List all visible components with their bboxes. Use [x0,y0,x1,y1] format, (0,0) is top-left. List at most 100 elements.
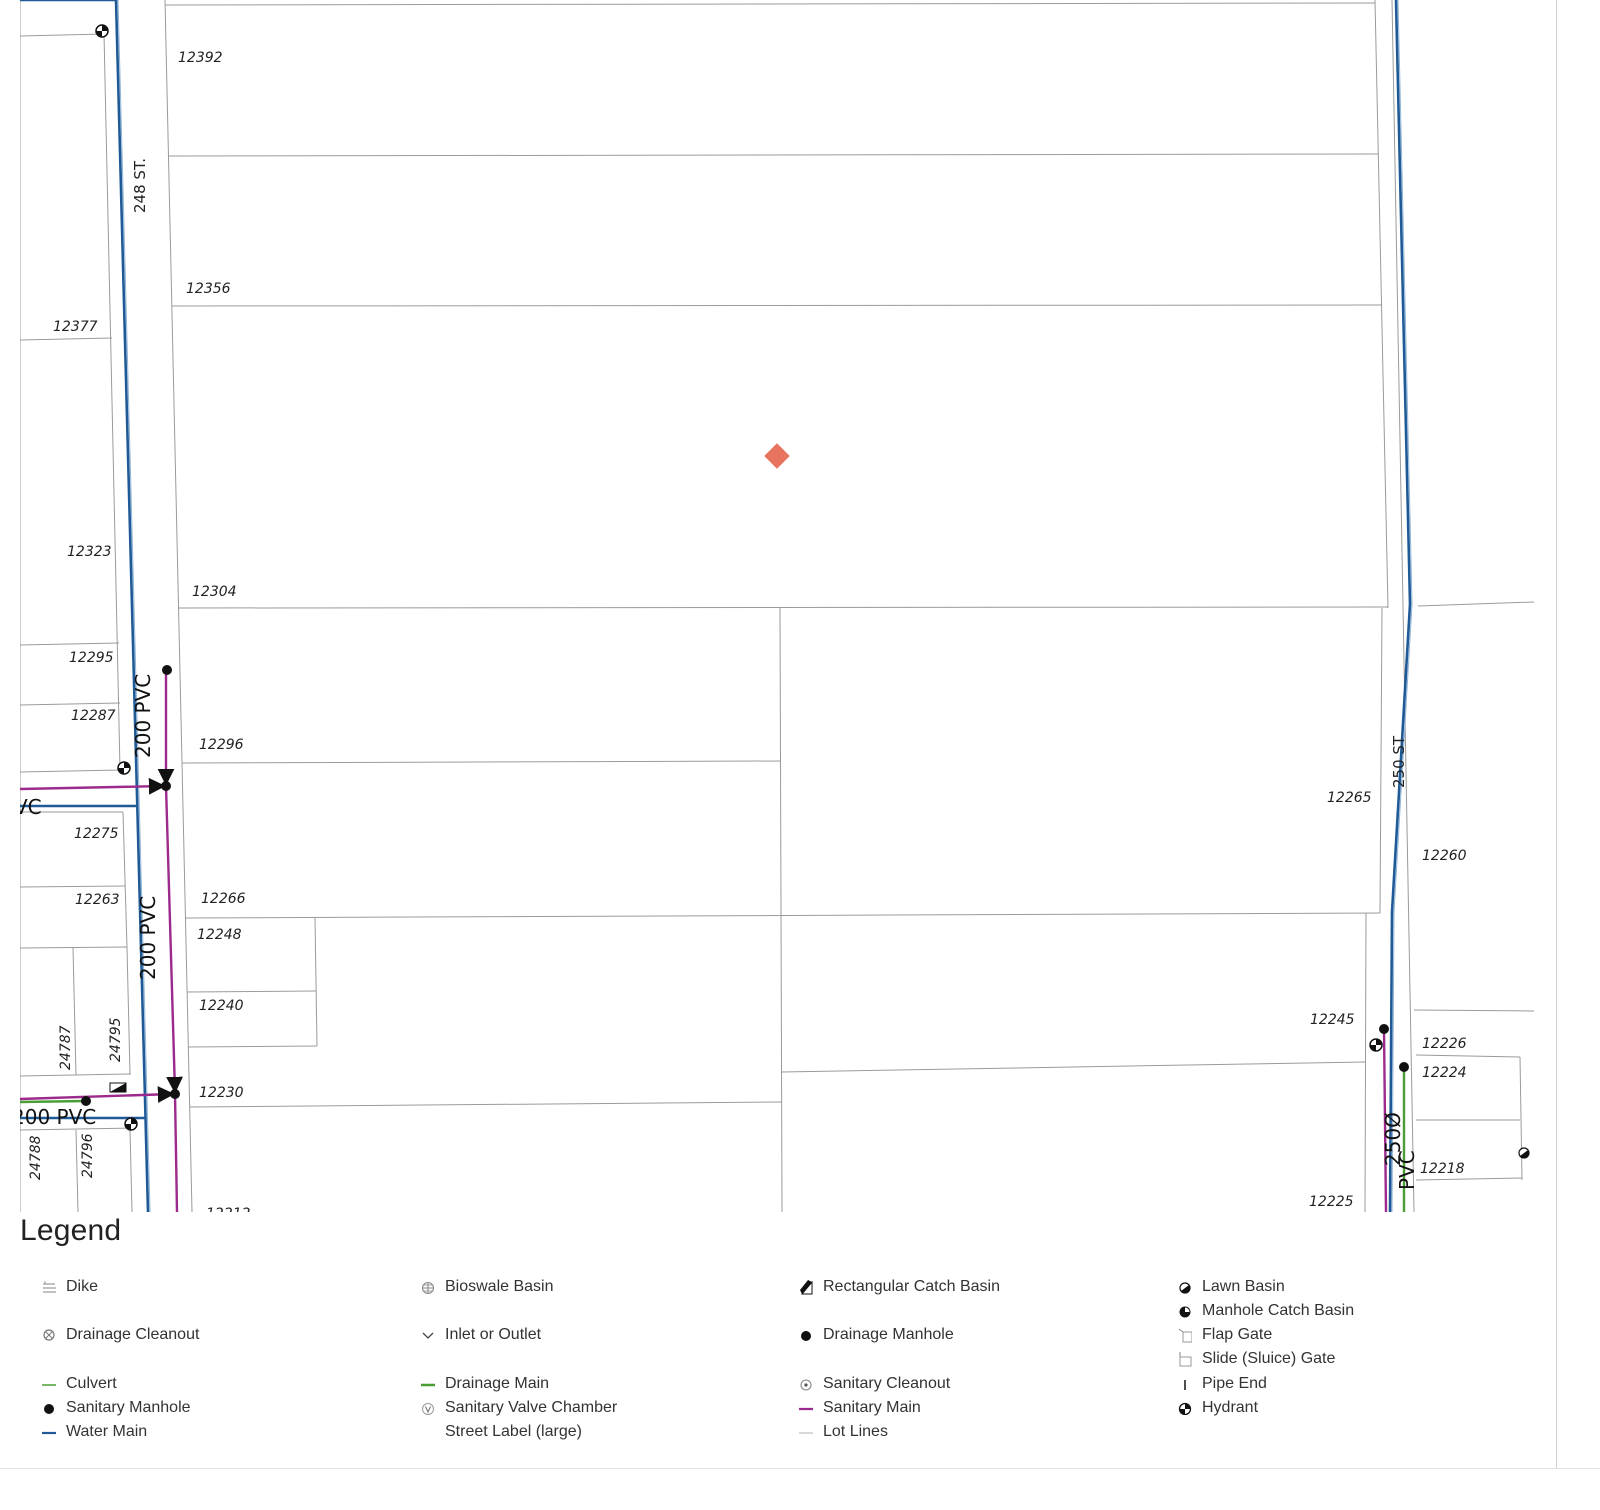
legend-label: Inlet or Outlet [445,1326,542,1343]
legend-label: Sanitary Cleanout [823,1375,951,1392]
legend-label: Bioswale Basin [445,1278,554,1295]
legend-item-dike: Dike [42,1276,98,1298]
address-label: 12226 [1422,1036,1467,1052]
address-label: 24787 [58,1025,74,1070]
address-label: 12356 [186,281,231,297]
lot-lines-icon [799,1425,813,1439]
sanitary-manhole-icon [1379,1024,1389,1034]
legend-label: Drainage Cleanout [66,1326,200,1343]
sanitary-mains[interactable] [20,670,1388,1212]
address-label: 12225 [1309,1194,1354,1210]
map-view[interactable]: 248 ST. 250 ST 200 PVC 200 PVC 200 PVC V… [20,0,1538,1212]
legend-item-street-label: Street Label (large) [421,1421,582,1443]
legend-item-drainage-main: Drainage Main [421,1373,549,1395]
water-mains[interactable] [20,0,1413,1212]
rectangular-catch-basin-icon [799,1280,813,1295]
legend-label: Rectangular Catch Basin [823,1278,1000,1295]
hydrant-icon [1369,1038,1383,1052]
drainage-main-icon [421,1377,435,1391]
sanitary-main-icon [799,1401,813,1415]
bottom-divider [0,1468,1600,1469]
legend-item-drainage-cleanout: Drainage Cleanout [42,1324,199,1346]
sanitary-manhole-icon [161,781,171,791]
legend-item-manhole-catch-basin: Manhole Catch Basin [1178,1300,1354,1322]
legend-label: Sanitary Main [823,1399,921,1416]
address-labels: 12392 12356 12377 12323 12304 12295 1228… [28,50,1467,1212]
sanitary-manhole-icon [42,1401,56,1415]
pipe-label: PVC [1395,1150,1419,1190]
address-label: 12392 [178,50,223,66]
lawn-basin-icon[interactable] [1518,1147,1530,1159]
legend-item-culvert: Culvert [42,1373,117,1395]
selected-location-marker[interactable] [764,443,790,469]
legend-item-flap-gate: Flap Gate [1178,1324,1272,1346]
address-label: 12275 [74,826,119,842]
legend-label: Lawn Basin [1202,1278,1285,1295]
legend-label: Dike [66,1278,99,1295]
legend-item-sanitary-valve-chamber: Sanitary Valve Chamber [421,1397,617,1419]
legend-label: Hydrant [1202,1399,1259,1416]
address-label: 12260 [1422,848,1467,864]
address-label: 12230 [199,1085,244,1101]
sanitary-manhole-icon [162,665,172,675]
slide-gate-icon [1178,1352,1192,1367]
drainage-manhole-icon [799,1328,813,1342]
lawn-basin-icon [1178,1280,1192,1294]
address-label: 12240 [199,998,244,1014]
address-label: 12265 [1327,790,1372,806]
street-label-250-st: 250 ST [1390,735,1408,788]
address-label: 12377 [53,319,98,335]
culvert-icon [42,1377,56,1391]
water-main-icon [42,1425,56,1439]
map-canvas: 248 ST. 250 ST 200 PVC 200 PVC 200 PVC V… [20,0,1535,1212]
manholes[interactable] [81,665,1409,1106]
legend-label: Slide (Sluice) Gate [1202,1350,1336,1367]
address-label: 12263 [75,892,120,908]
pipe-end-icon [1178,1377,1192,1391]
address-label: 12248 [197,927,242,943]
address-label: 24788 [28,1135,44,1180]
street-label-icon [421,1425,435,1439]
pipe-label: 200 PVC [131,674,155,758]
pipe-label: 200 PVC [136,896,160,980]
address-label: 24796 [80,1133,96,1178]
legend-item-sanitary-manhole: Sanitary Manhole [42,1397,191,1419]
pipe-labels: 200 PVC 200 PVC 200 PVC VC 250Ø PVC [20,674,1419,1190]
address-label: 12224 [1422,1065,1467,1081]
address-label: 12287 [71,708,116,724]
pipe-label: 250Ø [1381,1112,1405,1166]
rectangular-catch-basin-icon[interactable] [109,1082,127,1093]
hydrant-icon [124,1117,138,1131]
legend-label: Flap Gate [1202,1326,1273,1343]
legend-label: Sanitary Manhole [66,1399,191,1416]
drainage-cleanout-icon [42,1328,56,1342]
legend-item-bioswale-basin: Bioswale Basin [421,1276,554,1298]
legend-item-lawn-basin: Lawn Basin [1178,1276,1285,1298]
street-label-248-st: 248 ST. [131,158,149,213]
legend-item-water-main: Water Main [42,1421,147,1443]
legend-item-drainage-manhole: Drainage Manhole [799,1324,954,1346]
legend-item-pipe-end: Pipe End [1178,1373,1267,1395]
drainage-mains[interactable] [20,1068,1406,1212]
address-label: 12245 [1310,1012,1355,1028]
address-label: 12266 [201,891,246,907]
address-label: 12212 [206,1206,251,1212]
address-label: 12304 [192,584,237,600]
legend-label: Manhole Catch Basin [1202,1302,1355,1319]
flap-gate-icon [1178,1328,1192,1343]
address-label: 12296 [199,737,244,753]
legend-item-sanitary-cleanout: Sanitary Cleanout [799,1373,950,1395]
legend-label: Water Main [66,1423,148,1440]
hydrants[interactable] [95,24,1383,1131]
pipe-label: VC [20,795,42,819]
inlet-outlet-icon [421,1328,435,1342]
address-label: 12295 [69,650,114,666]
sanitary-valve-chamber-icon [421,1401,435,1415]
lot-lines [20,0,1535,1212]
bioswale-basin-icon [421,1280,435,1294]
pipe-label: 200 PVC [20,1105,96,1129]
legend-item-lot-lines: Lot Lines [799,1421,888,1443]
dike-icon [42,1280,56,1294]
legend-item-slide-gate: Slide (Sluice) Gate [1178,1348,1335,1370]
address-label: 12323 [67,544,112,560]
